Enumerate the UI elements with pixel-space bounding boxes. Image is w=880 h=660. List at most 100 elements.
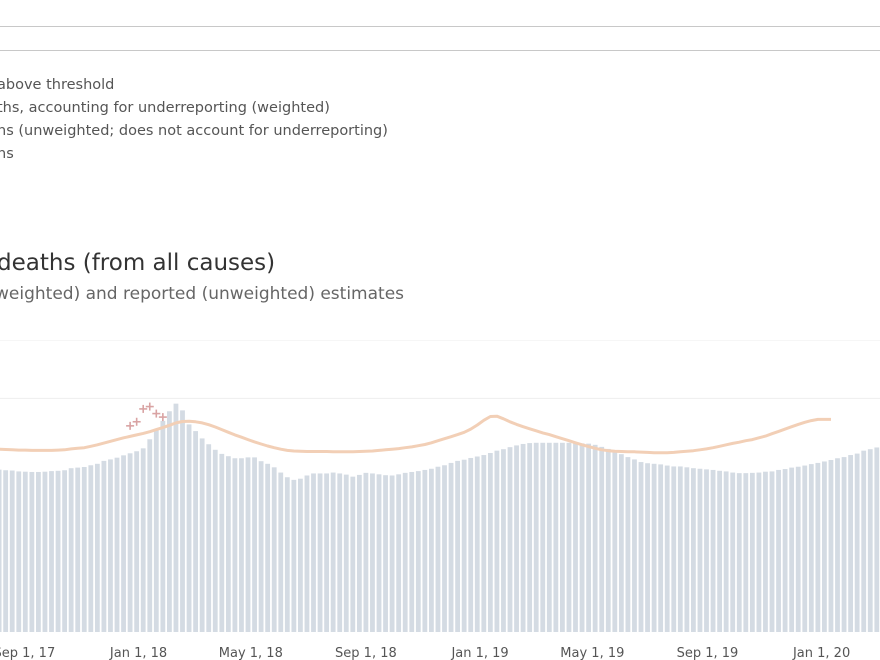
bar-69 xyxy=(442,465,447,632)
x-tick-label-0: Sep 1, 17 xyxy=(0,646,55,660)
bar-37 xyxy=(232,458,238,632)
bar-31 xyxy=(193,431,199,632)
chart-gridlines xyxy=(0,340,880,399)
bar-118 xyxy=(763,471,768,632)
bar-88 xyxy=(566,442,572,632)
chart-subtitle: weighted) and reported (unweighted) esti… xyxy=(0,284,405,304)
bar-113 xyxy=(730,472,736,632)
bar-101 xyxy=(651,463,657,632)
bar-24 xyxy=(147,439,153,632)
bar-75 xyxy=(481,455,487,632)
bar-76 xyxy=(487,453,493,632)
bar-124 xyxy=(802,465,808,632)
chart-title: deaths (from all causes) xyxy=(0,250,276,276)
bar-59 xyxy=(376,474,382,632)
bar-109 xyxy=(704,469,709,632)
bar-44 xyxy=(278,472,284,632)
bar-128 xyxy=(828,460,834,632)
bar-48 xyxy=(304,475,310,632)
bar-42 xyxy=(265,463,271,632)
bar-55 xyxy=(350,476,356,632)
bar-78 xyxy=(501,449,506,632)
bar-29 xyxy=(180,410,185,632)
bar-99 xyxy=(638,462,644,632)
bar-5 xyxy=(22,471,28,632)
bar-81 xyxy=(520,443,526,632)
bar-79 xyxy=(507,447,513,632)
bar-102 xyxy=(658,464,664,632)
bar-28 xyxy=(173,403,179,632)
bar-64 xyxy=(409,471,415,632)
bar-57 xyxy=(363,472,369,632)
bar-15 xyxy=(88,465,94,632)
bar-38 xyxy=(239,458,244,632)
bar-135 xyxy=(874,447,880,632)
bar-51 xyxy=(324,473,330,632)
bar-6 xyxy=(29,471,35,632)
bar-89 xyxy=(573,443,578,632)
bar-94 xyxy=(605,448,611,632)
bar-82 xyxy=(527,443,533,632)
bar-105 xyxy=(677,466,683,632)
bar-3 xyxy=(9,470,15,632)
bar-47 xyxy=(298,478,303,632)
bar-50 xyxy=(317,473,323,632)
above-threshold-marker-0 xyxy=(126,421,135,430)
bar-70 xyxy=(448,462,454,632)
bar-27 xyxy=(167,411,172,632)
above-threshold-markers xyxy=(126,402,167,430)
threshold-line-layer xyxy=(0,414,831,455)
bar-60 xyxy=(383,475,388,632)
bar-series xyxy=(0,403,880,632)
bar-36 xyxy=(225,456,231,632)
bar-12 xyxy=(68,468,74,632)
bar-45 xyxy=(284,477,290,632)
bar-114 xyxy=(736,473,742,632)
legend-item-weighted: ths, accounting for underreporting (weig… xyxy=(0,100,330,116)
bar-97 xyxy=(625,457,631,632)
bar-127 xyxy=(822,461,827,632)
bar-40 xyxy=(252,457,257,632)
bar-122 xyxy=(789,467,795,632)
threshold-line xyxy=(0,414,831,455)
bar-86 xyxy=(553,442,559,632)
bar-131 xyxy=(848,455,854,632)
bar-134 xyxy=(867,449,873,632)
bar-72 xyxy=(461,459,467,632)
bar-71 xyxy=(455,460,461,632)
bar-23 xyxy=(140,448,146,632)
bar-10 xyxy=(55,470,61,632)
bar-34 xyxy=(212,449,218,632)
bar-54 xyxy=(343,474,349,632)
above-threshold-marker-5 xyxy=(158,413,167,422)
bar-11 xyxy=(62,470,68,632)
x-tick-label-6: Sep 1, 19 xyxy=(677,646,739,660)
bar-126 xyxy=(815,462,821,632)
bar-68 xyxy=(435,466,441,632)
bar-52 xyxy=(330,472,336,632)
above-threshold-marker-2 xyxy=(139,404,148,413)
bar-84 xyxy=(540,442,546,632)
bar-53 xyxy=(337,473,343,632)
bar-13 xyxy=(75,467,81,632)
bar-20 xyxy=(121,455,126,632)
bar-92 xyxy=(592,444,598,632)
bar-96 xyxy=(618,454,624,632)
bar-117 xyxy=(756,472,762,632)
bar-18 xyxy=(108,459,113,632)
bar-87 xyxy=(560,442,565,632)
bar-112 xyxy=(723,471,729,632)
bar-132 xyxy=(854,453,860,632)
bar-121 xyxy=(782,469,788,632)
bar-103 xyxy=(664,465,670,632)
bar-115 xyxy=(743,473,749,632)
bar-17 xyxy=(101,460,107,632)
weekly-deaths-chart: Sep 1, 17 Jan 1, 18 May 1, 18 Sep 1, 18 Jan … xyxy=(0,340,880,660)
bar-74 xyxy=(474,456,480,632)
bar-104 xyxy=(671,466,677,632)
bar-91 xyxy=(586,443,592,632)
bar-14 xyxy=(81,467,87,632)
x-tick-label-4: Jan 1, 19 xyxy=(450,646,508,660)
bar-7 xyxy=(36,471,41,632)
bar-21 xyxy=(127,453,133,632)
